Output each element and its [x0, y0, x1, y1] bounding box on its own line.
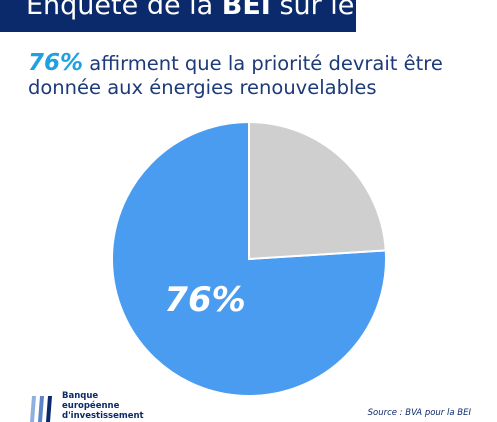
header-banner: Enquête de la BEI sur le climat — [0, 0, 356, 32]
title-before: Enquête de la — [26, 0, 222, 21]
logo-line: d'investissement — [62, 411, 144, 421]
title-bold: BEI — [221, 0, 271, 21]
title-after: sur le climat — [279, 0, 356, 21]
page-title: Enquête de la BEI sur le climat — [26, 0, 356, 21]
logo-line: européenne — [62, 401, 120, 411]
pie-label-0: 76% — [164, 280, 245, 320]
logo-line: Banque — [62, 391, 99, 401]
eib-logo-text: Banque européenne d'investissement — [62, 391, 144, 421]
pie-slice-1 — [248, 120, 387, 261]
pie-slice-0 — [111, 120, 387, 397]
pie-slices — [111, 120, 387, 397]
subtitle-highlight: 76% — [28, 50, 84, 76]
eib-logo-icon — [30, 396, 52, 422]
source-note: Source : BVA pour la BEI — [367, 408, 471, 418]
pie-labels: 76% — [164, 280, 245, 320]
chart-subtitle: 76% affirment que la priorité devrait êt… — [28, 51, 478, 100]
subtitle-text: affirment que la priorité devrait être d… — [28, 52, 443, 99]
